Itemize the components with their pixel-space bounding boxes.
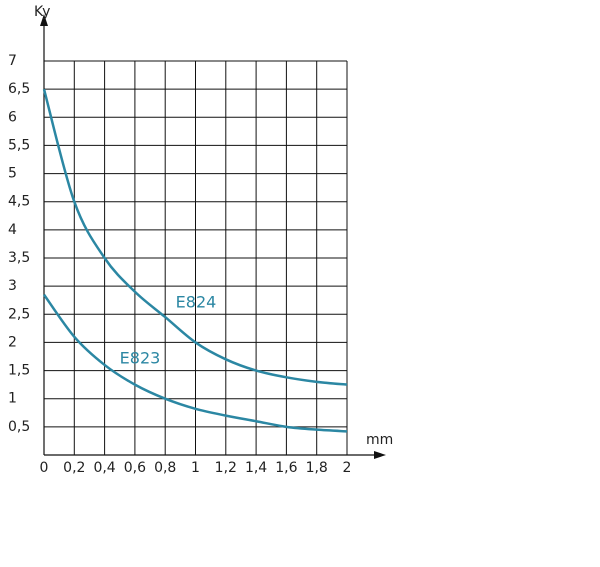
x-tick-label: 1,8 [306,460,328,476]
x-tick-label: 1,4 [245,460,267,476]
y-tick-label: 5 [8,166,17,182]
x-tick-label: 0,8 [154,460,176,476]
x-tick-label: 2 [343,460,352,476]
y-tick-label: 1,5 [8,363,30,379]
x-tick-label: 1,2 [215,460,237,476]
y-tick-label: 5,5 [8,137,30,153]
y-tick-label: 4 [8,222,17,238]
x-tick-label: 1 [191,460,200,476]
y-axis-label: Ky [34,4,50,20]
y-tick-label: 2 [8,334,17,350]
x-tick-label: 0,6 [124,460,146,476]
y-tick-label: 4,5 [8,194,30,210]
y-tick-label: 2,5 [8,306,30,322]
x-tick-label: 1,6 [275,460,297,476]
x-axis-label: mm [366,432,393,448]
curve [42,293,348,433]
y-tick-label: 0,5 [8,419,30,435]
x-tick-label: 0,2 [63,460,85,476]
x-tick-label: 0,4 [93,460,115,476]
x-tick-label: 0 [40,460,49,476]
y-tick-label: 3 [8,278,17,294]
x-arrow [374,451,386,459]
curve [42,88,348,386]
y-tick-label: 7 [8,53,17,69]
series-label: E824 [176,293,217,312]
y-tick-label: 1 [8,391,17,407]
y-tick-label: 6,5 [8,81,30,97]
y-tick-label: 3,5 [8,250,30,266]
y-arrow [40,14,48,26]
series-label: E823 [120,349,161,368]
y-tick-label: 6 [8,109,17,125]
